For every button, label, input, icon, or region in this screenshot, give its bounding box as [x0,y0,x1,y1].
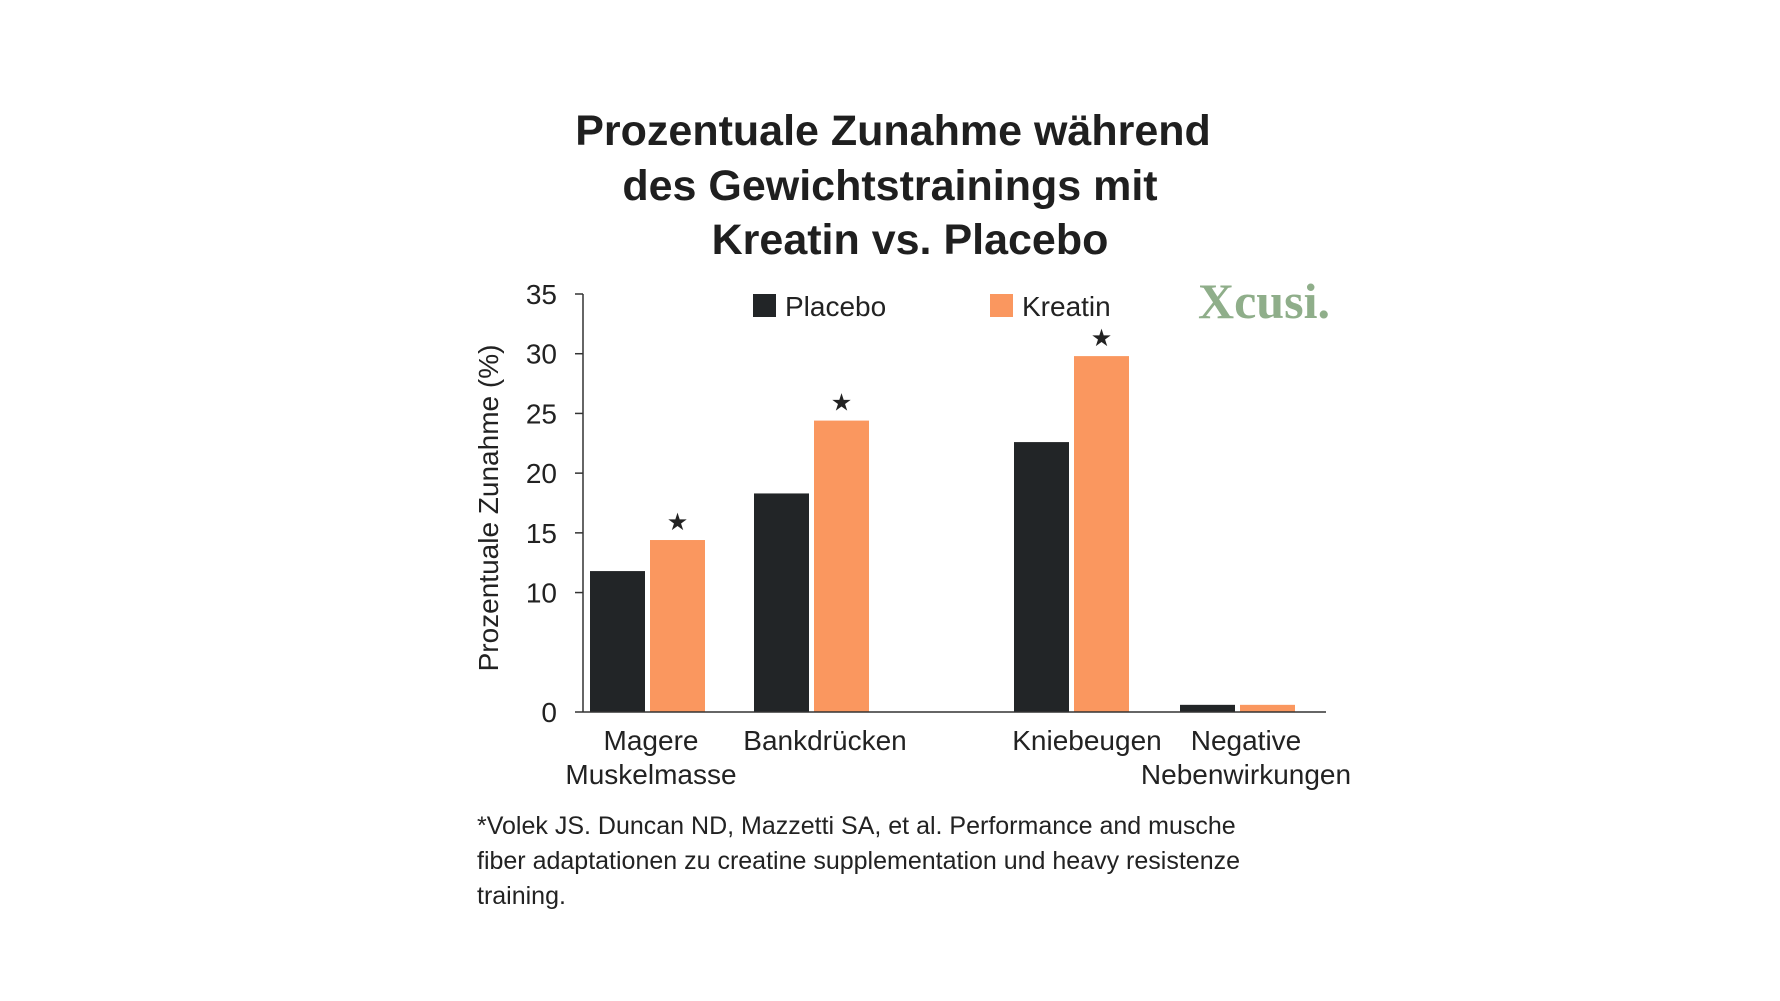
y-tick-label: 0 [541,697,557,728]
legend: Placebo Kreatin [753,291,1111,322]
title-line-1: Prozentuale Zunahme während [575,107,1211,155]
legend-label-placebo: Placebo [785,291,886,322]
bar-placebo-3 [1180,704,1235,712]
y-tick-label: 35 [526,279,557,310]
bar-kreatin-0 [650,540,705,712]
x-category-label: Kniebeugen [1012,725,1161,756]
bar-placebo-0 [590,571,645,712]
legend-swatch-kreatin [990,294,1013,317]
bars: ★ ★ ★ [590,325,1295,712]
x-category-label: Muskelmasse [565,759,736,790]
bar-kreatin-1 [814,420,869,712]
title-line-2: des Gewichtstrainings mit [622,162,1157,210]
xcusi-logo: Xcusi. [1198,273,1330,329]
bar-placebo-1 [754,493,809,712]
x-category-label: Negative [1191,725,1302,756]
bar-kreatin-2 [1074,356,1129,712]
y-tick-label: 10 [526,578,557,609]
significance-star: ★ [1091,325,1113,352]
legend-swatch-placebo [753,294,776,317]
chart-title: Prozentuale Zunahme während des Gewichts… [575,107,1211,264]
significance-star: ★ [831,390,853,417]
title-line-3: Kreatin vs. Placebo [712,216,1109,264]
legend-label-kreatin: Kreatin [1022,291,1111,322]
y-tick-label: 20 [526,458,557,489]
x-category-label: Nebenwirkungen [1141,759,1351,790]
y-axis: 0 10 15 20 25 30 35 [526,279,583,728]
y-axis-label: Prozentuale Zunahme (%) [473,345,504,672]
x-category-label: Bankdrücken [743,725,906,756]
footnote-line-1: *Volek JS. Duncan ND, Mazzetti SA, et al… [477,812,1236,840]
y-tick-label: 30 [526,339,557,370]
y-tick-label: 25 [526,398,557,429]
y-tick-label: 15 [526,518,557,549]
x-category-label: Magere [604,725,699,756]
bar-kreatin-3 [1240,704,1295,712]
footnote-line-3: training. [477,882,566,910]
footnote: *Volek JS. Duncan ND, Mazzetti SA, et al… [477,812,1240,910]
significance-star: ★ [667,509,689,536]
bar-placebo-2 [1014,442,1069,712]
footnote-line-2: fiber adaptationen zu creatine supplemen… [477,847,1240,875]
